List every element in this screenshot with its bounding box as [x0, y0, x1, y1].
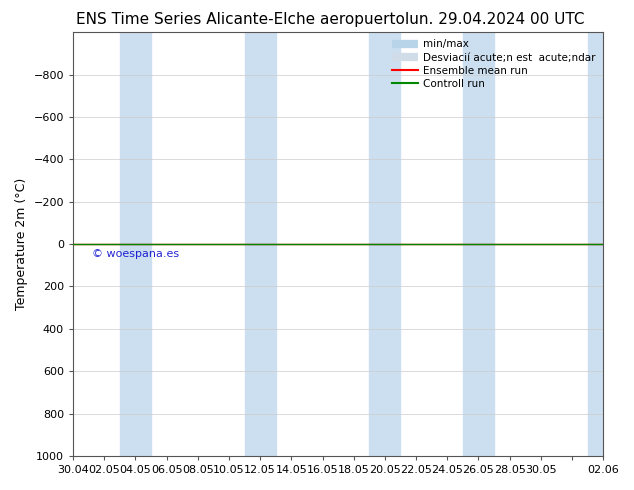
Bar — [120, 32, 151, 456]
Text: ENS Time Series Alicante-Elche aeropuerto: ENS Time Series Alicante-Elche aeropuert… — [77, 12, 405, 27]
Y-axis label: Temperature 2m (°C): Temperature 2m (°C) — [15, 178, 28, 310]
Bar — [245, 32, 276, 456]
Text: © woespana.es: © woespana.es — [92, 249, 179, 259]
Bar — [463, 32, 494, 456]
Legend: min/max, Desviacií acute;n est  acute;ndar, Ensemble mean run, Controll run: min/max, Desviacií acute;n est acute;nda… — [388, 35, 600, 93]
Bar — [588, 32, 619, 456]
Text: lun. 29.04.2024 00 UTC: lun. 29.04.2024 00 UTC — [404, 12, 585, 27]
Bar — [369, 32, 401, 456]
